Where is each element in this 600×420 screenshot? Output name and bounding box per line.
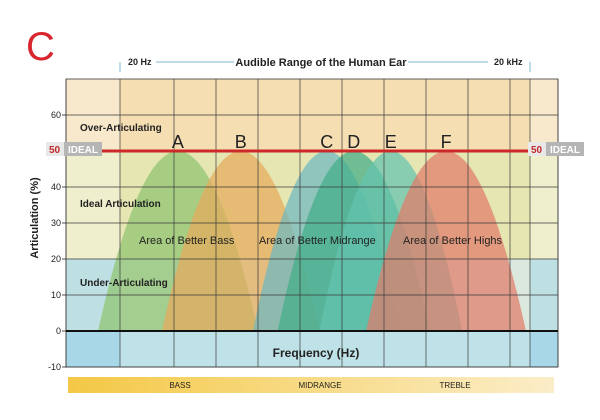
spectrum-bar (68, 377, 554, 393)
area-label-highs: Area of Better Highs (403, 235, 503, 247)
ideal-label-right: IDEAL (550, 145, 580, 156)
ideal-label-left: IDEAL (68, 145, 98, 156)
area-label-bass: Area of Better Bass (139, 235, 235, 247)
curve-letter-c: C (320, 132, 333, 152)
band-label-midrange: MIDRANGE (298, 381, 341, 390)
curve-letter-b: B (235, 132, 247, 152)
ideal-value-left: 50 (49, 145, 61, 156)
ideal-value-right: 50 (531, 145, 543, 156)
y-tick-label: 20 (51, 254, 61, 264)
curve-letter-d: D (347, 132, 360, 152)
area-label-midrange: Area of Better Midrange (259, 235, 376, 247)
band-below-zero (66, 331, 558, 367)
y-tick-label: -10 (48, 362, 61, 372)
articulation-curves (98, 151, 526, 331)
curve-letter-e: E (385, 132, 397, 152)
range-low-label: 20 Hz (128, 57, 152, 67)
curve-f (366, 151, 526, 331)
zone-label-ideal: Ideal Articulation (80, 199, 161, 210)
ideal-marker-right: 50 IDEAL (528, 142, 584, 156)
x-axis-label: Frequency (Hz) (273, 346, 360, 360)
curve-letter-f: F (441, 132, 452, 152)
ideal-marker-left: 50 IDEAL (46, 142, 102, 156)
zone-label-over: Over-Articulating (80, 123, 162, 134)
outside-range-left-lower (66, 331, 120, 367)
outside-range-right-upper (530, 79, 558, 259)
zone-label-under: Under-Articulating (80, 278, 168, 289)
outside-range-left-upper (66, 79, 120, 259)
curve-letter-a: A (172, 132, 184, 152)
y-tick-label: 60 (51, 110, 61, 120)
y-tick-label: 40 (51, 182, 61, 192)
panel-letter: C (26, 25, 55, 69)
y-axis-label: Articulation (%) (29, 177, 41, 259)
audible-range-title: Audible Range of the Human Ear (235, 57, 407, 69)
y-tick-label: 0 (56, 326, 61, 336)
y-tick-label: 10 (51, 290, 61, 300)
range-high-label: 20 kHz (494, 57, 523, 67)
audible-range-bracket: 20 Hz Audible Range of the Human Ear 20 … (119, 57, 531, 72)
outside-range-right-lower (530, 331, 558, 367)
band-label-bass: BASS (169, 381, 190, 390)
y-tick-label: 30 (51, 218, 61, 228)
band-label-treble: TREBLE (439, 381, 470, 390)
